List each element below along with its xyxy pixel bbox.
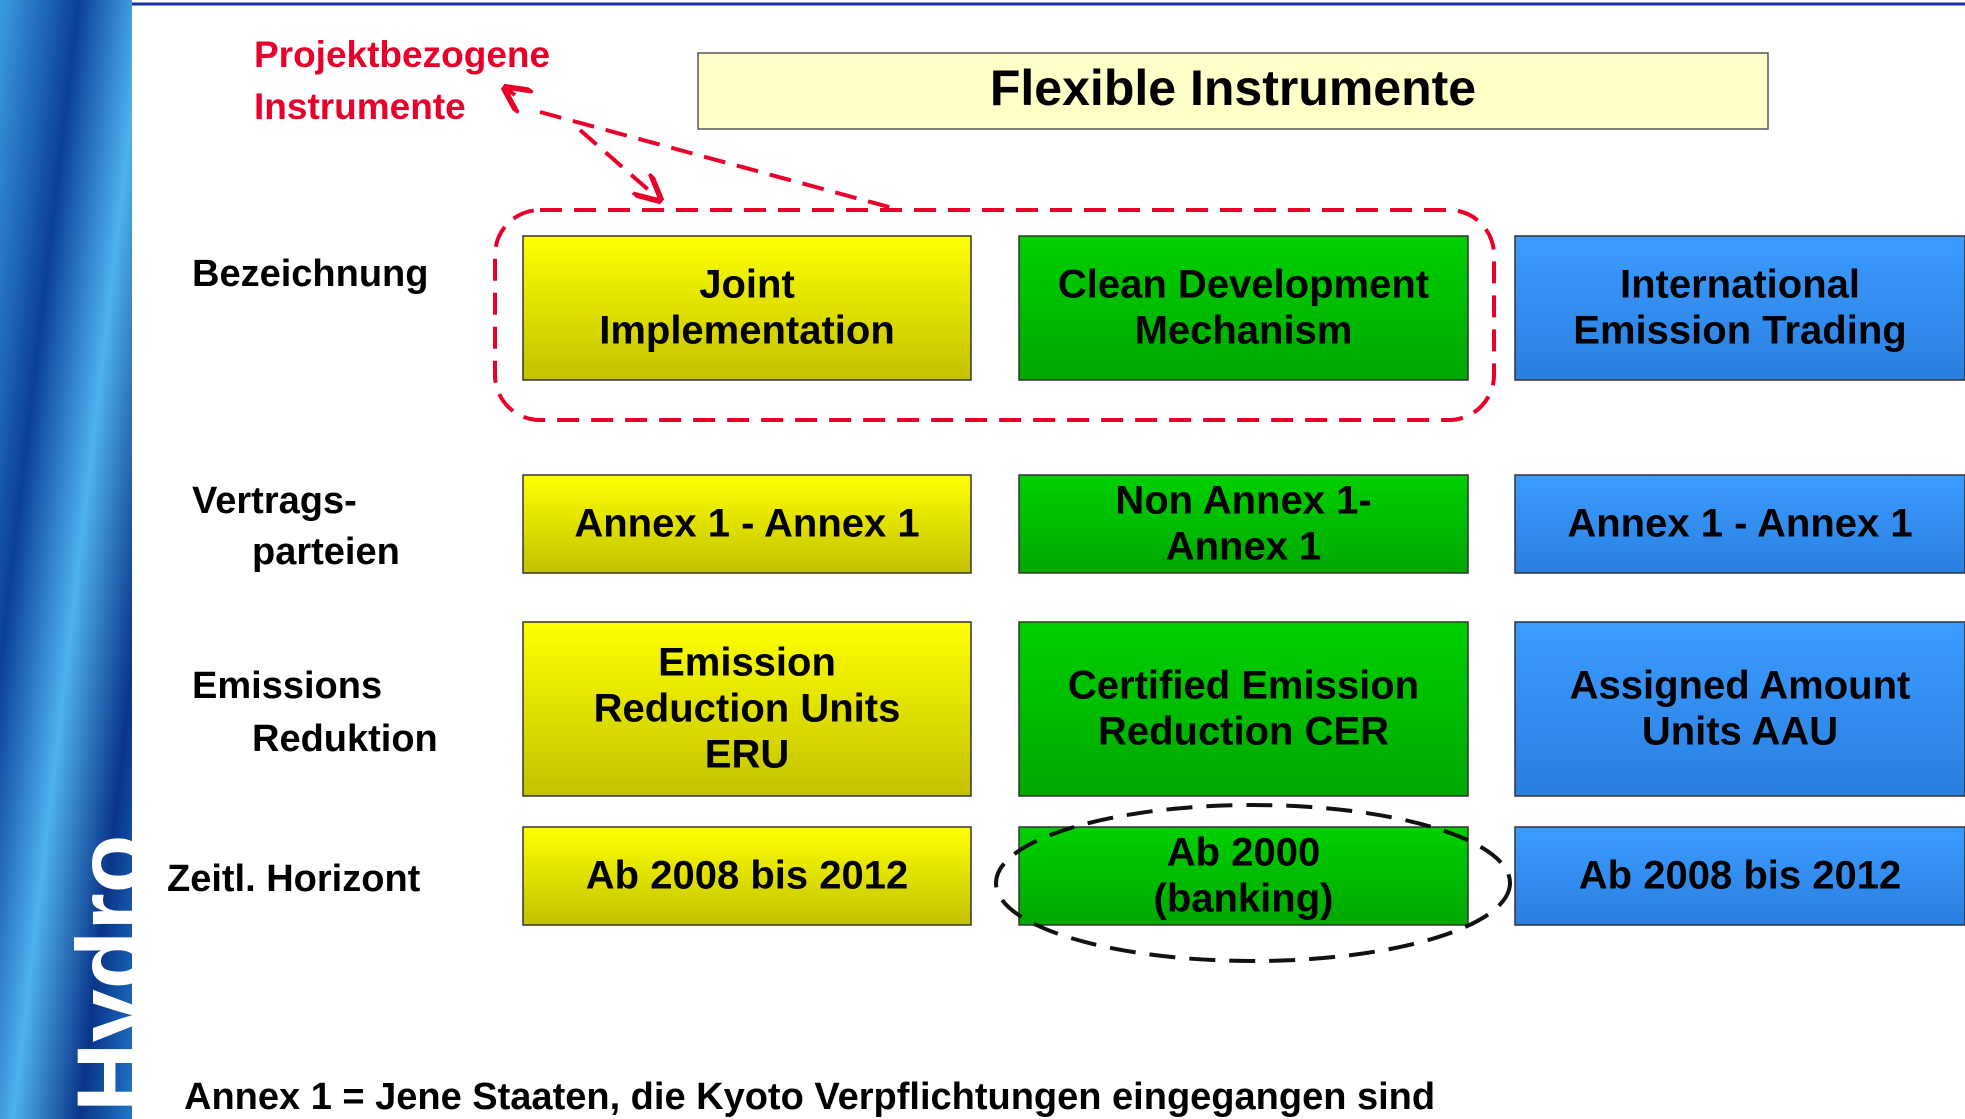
cell-text: Clean Development <box>1058 263 1429 307</box>
cell <box>1514 474 1965 574</box>
cell-text: Reduction Units <box>594 687 901 731</box>
cell-text: Mechanism <box>1135 309 1353 353</box>
cell-text: Ab 2000 <box>1167 831 1320 875</box>
cell <box>1018 235 1469 381</box>
cell-text: Annex 1 - Annex 1 <box>1567 502 1912 546</box>
cell <box>522 235 972 381</box>
footnote: Annex 1 = Jene Staaten, die Kyoto Verpfl… <box>184 1076 1435 1118</box>
row-label: Zeitl. Horizont <box>167 858 421 900</box>
annotation: Instrumente <box>254 86 466 127</box>
cell <box>522 621 972 797</box>
cell-text: Joint <box>699 263 795 307</box>
cell-text: Reduction CER <box>1098 710 1389 754</box>
cell-text: Certified Emission <box>1068 664 1419 708</box>
annotation: Projektbezogene <box>254 34 550 75</box>
side-image <box>0 0 132 1119</box>
cell-text: Annex 1 <box>1166 525 1322 569</box>
cell-text: Ab 2008 bis 2012 <box>586 854 908 898</box>
cell <box>1018 621 1469 797</box>
annotation-connector <box>493 88 1496 422</box>
cell-text: Units AAU <box>1642 710 1838 754</box>
row-label: Vertrags- <box>192 480 357 522</box>
cell <box>1018 826 1469 926</box>
cell <box>522 474 972 574</box>
cell-text: Annex 1 - Annex 1 <box>574 502 919 546</box>
cell <box>1514 621 1965 797</box>
cell-text: (banking) <box>1154 877 1334 921</box>
cell-text: Emission Trading <box>1573 309 1906 353</box>
cell <box>1514 235 1965 381</box>
cell <box>522 826 972 926</box>
brand: Hydro <box>57 835 164 1112</box>
cell-text: International <box>1620 263 1860 307</box>
cell-text: Non Annex 1- <box>1115 479 1371 523</box>
cell <box>1514 826 1965 926</box>
cell-text: Ab 2008 bis 2012 <box>1579 854 1901 898</box>
cell-text: ERU <box>705 733 789 777</box>
cell <box>1018 474 1469 574</box>
highlight-ellipse <box>994 803 1512 963</box>
cell-text: Implementation <box>599 309 895 353</box>
row-label: Emissions <box>192 665 382 707</box>
cell-text: Emission <box>658 641 836 685</box>
row-label: Reduktion <box>252 718 438 760</box>
row-label: parteien <box>252 531 400 573</box>
row-label: Bezeichnung <box>192 253 428 295</box>
cell-text: Assigned Amount <box>1570 664 1911 708</box>
title: Flexible Instrumente <box>990 60 1476 116</box>
title-box <box>697 52 1769 130</box>
